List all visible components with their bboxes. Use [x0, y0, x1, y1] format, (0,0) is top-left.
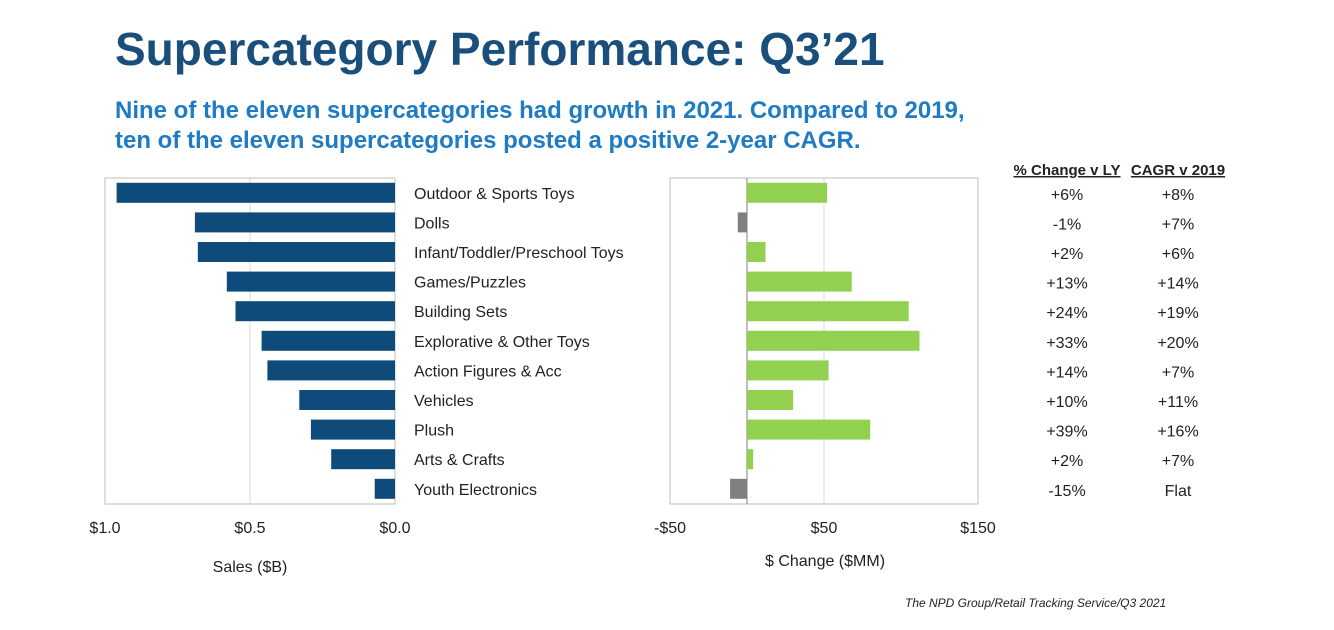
sales-bar	[197, 242, 395, 262]
table-cell: +8%	[1162, 187, 1194, 204]
category-label: Arts & Crafts	[414, 452, 505, 469]
table-cell: +6%	[1051, 187, 1083, 204]
category-label: Dolls	[414, 215, 450, 232]
table-header: % Change v LY	[1014, 162, 1121, 179]
sales-bar	[226, 271, 395, 292]
sales-bar	[374, 478, 395, 499]
change-bar	[747, 330, 920, 351]
table-cell: +6%	[1162, 246, 1194, 263]
table-cell: +2%	[1051, 453, 1083, 470]
table-cell: +20%	[1157, 335, 1198, 352]
table-cell: +39%	[1046, 424, 1087, 441]
sales-bar	[194, 212, 395, 233]
page-subtitle: Nine of the eleven supercategories had g…	[115, 96, 1245, 156]
change-bar	[730, 478, 747, 499]
sales-bar	[261, 330, 395, 351]
table-cell: +33%	[1046, 335, 1087, 352]
change-tick-label: $150	[960, 520, 996, 537]
change-plot-frame	[669, 177, 979, 505]
table-cell: +13%	[1046, 276, 1087, 293]
change-bar	[747, 242, 766, 262]
change-tick-label: $50	[811, 520, 838, 537]
change-bar	[747, 419, 871, 440]
category-label: Action Figures & Acc	[414, 363, 562, 380]
table-cell: +24%	[1046, 305, 1087, 322]
change-tick-label: -$50	[654, 520, 686, 537]
sales-tick-label: $0.0	[379, 520, 410, 537]
sales-axis-label: Sales ($B)	[213, 559, 288, 576]
sales-tick-label: $0.5	[234, 520, 265, 537]
page-title: Supercategory Performance: Q3’21	[115, 23, 885, 75]
table-cell: +11%	[1158, 394, 1198, 411]
sales-bar	[299, 390, 395, 410]
change-bar	[747, 182, 828, 203]
table-cell: -1%	[1053, 216, 1081, 233]
table-header: CAGR v 2019	[1131, 162, 1225, 179]
table-cell: Flat	[1165, 483, 1192, 500]
table-cell: +7%	[1162, 216, 1194, 233]
table-cell: +14%	[1157, 276, 1198, 293]
change-bar	[737, 212, 747, 233]
table-cell: +7%	[1162, 364, 1194, 381]
table-cell: +7%	[1162, 453, 1194, 470]
change-axis-label: $ Change ($MM)	[765, 553, 885, 570]
category-label: Outdoor & Sports Toys	[414, 186, 575, 203]
table-cell: +19%	[1157, 305, 1198, 322]
subtitle-line: ten of the eleven supercategories posted…	[115, 127, 861, 154]
category-label: Plush	[414, 423, 454, 440]
change-bar	[747, 360, 829, 381]
sales-bar	[116, 182, 395, 203]
change-bar	[747, 449, 754, 470]
category-label: Games/Puzzles	[414, 275, 526, 292]
sales-bar	[310, 419, 395, 440]
category-label: Explorative & Other Toys	[414, 334, 590, 351]
category-label: Infant/Toddler/Preschool Toys	[414, 245, 624, 262]
sales-bar	[331, 449, 395, 470]
category-label: Vehicles	[414, 393, 474, 410]
sales-tick-label: $1.0	[89, 520, 120, 537]
change-bar	[747, 271, 852, 292]
sales-bar	[267, 360, 395, 381]
table-cell: +16%	[1157, 424, 1198, 441]
table-cell: -15%	[1048, 483, 1085, 500]
change-bar	[747, 301, 909, 322]
table-cell: +10%	[1046, 394, 1087, 411]
table-cell: +14%	[1046, 364, 1087, 381]
source-note: The NPD Group/Retail Tracking Service/Q3…	[905, 596, 1167, 610]
table-cell: +2%	[1051, 246, 1083, 263]
sales-bar	[235, 301, 395, 322]
change-bar	[747, 390, 794, 410]
category-label: Youth Electronics	[414, 482, 537, 499]
subtitle-line: Nine of the eleven supercategories had g…	[115, 97, 965, 124]
category-label: Building Sets	[414, 304, 507, 321]
